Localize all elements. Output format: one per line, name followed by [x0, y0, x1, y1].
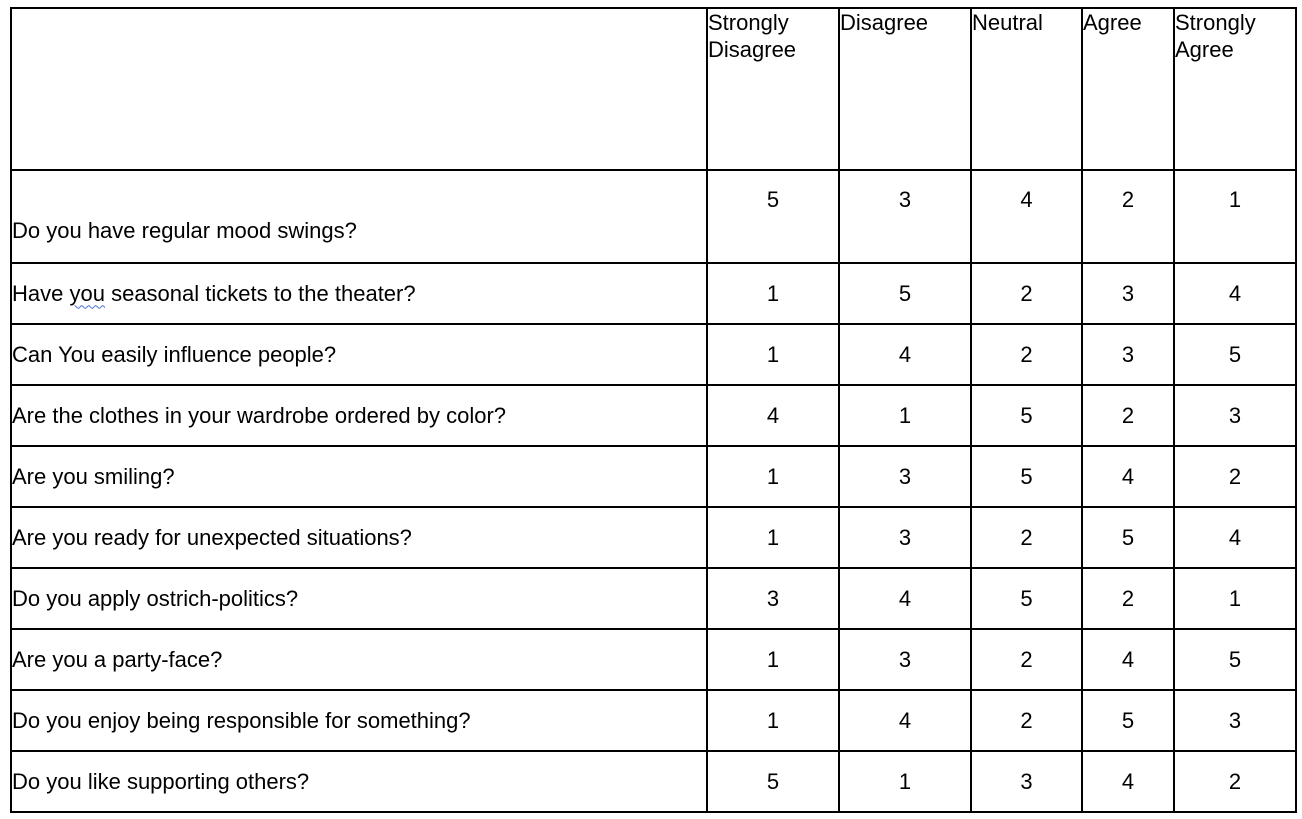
- value-cell[interactable]: 4: [838, 689, 972, 752]
- value-cell[interactable]: 1: [706, 628, 840, 691]
- value-cell[interactable]: 3: [838, 506, 972, 569]
- table-row: Do you enjoy being responsible for somet…: [10, 689, 1297, 752]
- question-cell[interactable]: Do you like supporting others?: [10, 750, 708, 813]
- question-cell[interactable]: Do you have regular mood swings?: [10, 169, 708, 264]
- header-row: Strongly Disagree Disagree Neutral Agree …: [10, 7, 1297, 171]
- value-cell[interactable]: 5: [838, 262, 972, 325]
- table-row: Are the clothes in your wardrobe ordered…: [10, 384, 1297, 447]
- table-row: Are you a party-face? 1 3 2 4 5: [10, 628, 1297, 691]
- table-row: Can You easily influence people? 1 4 2 3…: [10, 323, 1297, 386]
- question-cell[interactable]: Have you seasonal tickets to the theater…: [10, 262, 708, 325]
- value-cell[interactable]: 2: [970, 506, 1083, 569]
- survey-table: Strongly Disagree Disagree Neutral Agree …: [10, 7, 1297, 813]
- table-row: Have you seasonal tickets to the theater…: [10, 262, 1297, 325]
- value-cell[interactable]: 4: [1173, 262, 1297, 325]
- table-row: Do you apply ostrich-politics? 3 4 5 2 1: [10, 567, 1297, 630]
- value-cell[interactable]: 4: [1081, 628, 1175, 691]
- question-cell[interactable]: Are you ready for unexpected situations?: [10, 506, 708, 569]
- value-cell[interactable]: 2: [1081, 169, 1175, 264]
- table-row: Do you have regular mood swings? 5 3 4 2…: [10, 169, 1297, 264]
- header-disagree[interactable]: Disagree: [838, 7, 972, 171]
- value-cell[interactable]: 3: [1173, 689, 1297, 752]
- value-cell[interactable]: 4: [838, 323, 972, 386]
- question-text: seasonal tickets to the theater?: [104, 280, 416, 306]
- value-cell[interactable]: 2: [970, 628, 1083, 691]
- value-cell[interactable]: 1: [1173, 169, 1297, 264]
- value-cell[interactable]: 3: [838, 169, 972, 264]
- value-cell[interactable]: 2: [970, 262, 1083, 325]
- header-strongly-disagree[interactable]: Strongly Disagree: [706, 7, 840, 171]
- value-cell[interactable]: 3: [1081, 323, 1175, 386]
- value-cell[interactable]: 1: [838, 750, 972, 813]
- value-cell[interactable]: 3: [1081, 262, 1175, 325]
- value-cell[interactable]: 5: [1173, 323, 1297, 386]
- value-cell[interactable]: 3: [1173, 384, 1297, 447]
- header-blank-cell[interactable]: [10, 7, 708, 171]
- value-cell[interactable]: 5: [706, 750, 840, 813]
- value-cell[interactable]: 1: [706, 506, 840, 569]
- question-cell[interactable]: Do you apply ostrich-politics?: [10, 567, 708, 630]
- question-cell[interactable]: Can You easily influence people?: [10, 323, 708, 386]
- value-cell[interactable]: 5: [706, 169, 840, 264]
- question-text: Have: [12, 280, 70, 306]
- value-cell[interactable]: 4: [1173, 506, 1297, 569]
- value-cell[interactable]: 2: [970, 689, 1083, 752]
- table-row: Do you like supporting others? 5 1 3 4 2: [10, 750, 1297, 813]
- value-cell[interactable]: 2: [1081, 384, 1175, 447]
- header-strongly-agree[interactable]: Strongly Agree: [1173, 7, 1297, 171]
- value-cell[interactable]: 2: [1173, 445, 1297, 508]
- value-cell[interactable]: 4: [706, 384, 840, 447]
- value-cell[interactable]: 2: [970, 323, 1083, 386]
- value-cell[interactable]: 5: [1081, 506, 1175, 569]
- value-cell[interactable]: 4: [1081, 445, 1175, 508]
- value-cell[interactable]: 5: [970, 567, 1083, 630]
- value-cell[interactable]: 1: [706, 689, 840, 752]
- value-cell[interactable]: 1: [1173, 567, 1297, 630]
- value-cell[interactable]: 5: [970, 445, 1083, 508]
- value-cell[interactable]: 4: [1081, 750, 1175, 813]
- value-cell[interactable]: 5: [1081, 689, 1175, 752]
- value-cell[interactable]: 3: [970, 750, 1083, 813]
- value-cell[interactable]: 2: [1173, 750, 1297, 813]
- spellcheck-flagged-word[interactable]: you: [69, 280, 105, 306]
- value-cell[interactable]: 3: [706, 567, 840, 630]
- value-cell[interactable]: 1: [706, 445, 840, 508]
- value-cell[interactable]: 5: [1173, 628, 1297, 691]
- question-cell[interactable]: Are you a party-face?: [10, 628, 708, 691]
- value-cell[interactable]: 1: [706, 323, 840, 386]
- question-cell[interactable]: Are the clothes in your wardrobe ordered…: [10, 384, 708, 447]
- value-cell[interactable]: 1: [706, 262, 840, 325]
- question-cell[interactable]: Do you enjoy being responsible for somet…: [10, 689, 708, 752]
- header-agree[interactable]: Agree: [1081, 7, 1175, 171]
- question-cell[interactable]: Are you smiling?: [10, 445, 708, 508]
- value-cell[interactable]: 4: [838, 567, 972, 630]
- value-cell[interactable]: 4: [970, 169, 1083, 264]
- table-row: Are you ready for unexpected situations?…: [10, 506, 1297, 569]
- table-row: Are you smiling? 1 3 5 4 2: [10, 445, 1297, 508]
- value-cell[interactable]: 5: [970, 384, 1083, 447]
- value-cell[interactable]: 3: [838, 628, 972, 691]
- value-cell[interactable]: 2: [1081, 567, 1175, 630]
- value-cell[interactable]: 3: [838, 445, 972, 508]
- header-neutral[interactable]: Neutral: [970, 7, 1083, 171]
- value-cell[interactable]: 1: [838, 384, 972, 447]
